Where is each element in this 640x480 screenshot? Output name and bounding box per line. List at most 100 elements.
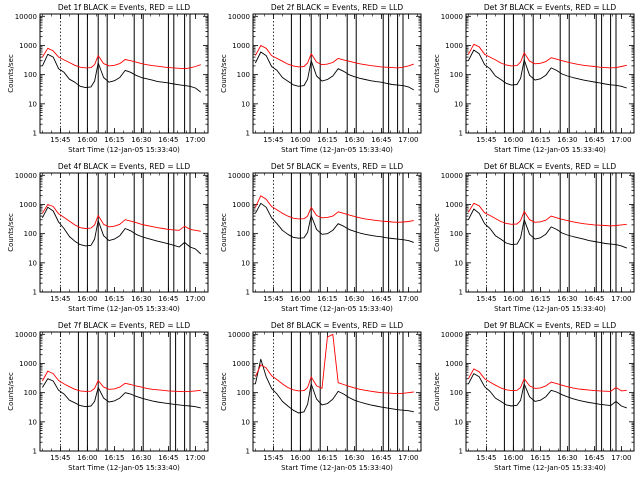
y-tick-label: 10000 bbox=[441, 331, 463, 339]
x-tick-label: 16:00 bbox=[77, 136, 97, 144]
y-axis-label: Counts/sec bbox=[220, 372, 228, 411]
x-tick-label: 16:00 bbox=[290, 136, 310, 144]
x-tick-label: 16:45 bbox=[584, 454, 604, 462]
lld-series-line bbox=[42, 204, 201, 232]
y-tick-label: 1 bbox=[33, 448, 37, 456]
chart-panel-3: Det 3f BLACK = Events, RED = LLD Counts/s… bbox=[433, 3, 635, 154]
x-tick-label: 15:45 bbox=[263, 295, 283, 303]
y-axis-label: Counts/sec bbox=[7, 372, 15, 411]
y-axis-label: Counts/sec bbox=[7, 54, 15, 93]
y-tick-label: 1000 bbox=[445, 42, 463, 50]
y-tick-label: 10000 bbox=[441, 172, 463, 180]
y-tick-label: 10000 bbox=[228, 331, 250, 339]
x-tick-label: 15:45 bbox=[50, 454, 70, 462]
x-tick-label: 16:00 bbox=[503, 136, 523, 144]
chart-panel-8: Det 8f BLACK = Events, RED = LLD Counts/s… bbox=[220, 321, 422, 472]
events-series-line bbox=[254, 358, 414, 414]
lld-series-line bbox=[254, 333, 414, 395]
chart-title: Det 1f BLACK = Events, RED = LLD bbox=[58, 3, 191, 12]
lld-series-line bbox=[42, 370, 201, 393]
y-tick-label: 1 bbox=[459, 448, 463, 456]
x-tick-label: 15:45 bbox=[476, 136, 496, 144]
x-tick-label: 17:00 bbox=[185, 454, 205, 462]
x-tick-label: 15:45 bbox=[263, 454, 283, 462]
x-tick-label: 16:15 bbox=[317, 136, 337, 144]
y-tick-label: 100 bbox=[24, 71, 37, 79]
plot-frame bbox=[252, 172, 422, 293]
x-axis-label: Start Time (12-Jan-05 15:33:40) bbox=[68, 305, 180, 313]
x-axis-label: Start Time (12-Jan-05 15:33:40) bbox=[494, 464, 606, 472]
y-tick-label: 1000 bbox=[19, 360, 37, 368]
x-tick-label: 16:00 bbox=[77, 454, 97, 462]
chart-panel-7: Det 7f BLACK = Events, RED = LLD Counts/s… bbox=[7, 321, 209, 472]
y-axis-label: Counts/sec bbox=[433, 372, 441, 411]
plot-frame bbox=[252, 13, 422, 134]
chart-panel-4: Det 4f BLACK = Events, RED = LLD Counts/s… bbox=[7, 162, 209, 313]
y-axis-label: Counts/sec bbox=[433, 54, 441, 93]
plot-frame bbox=[39, 172, 209, 293]
x-tick-label: 16:30 bbox=[557, 136, 577, 144]
x-tick-label: 16:15 bbox=[317, 454, 337, 462]
y-axis-label: Counts/sec bbox=[433, 213, 441, 252]
x-tick-label: 16:00 bbox=[503, 295, 523, 303]
x-tick-label: 17:00 bbox=[398, 295, 418, 303]
y-tick-label: 10 bbox=[28, 418, 37, 426]
x-tick-label: 16:30 bbox=[131, 454, 151, 462]
plot-frame bbox=[465, 331, 635, 452]
x-tick-label: 17:00 bbox=[398, 454, 418, 462]
x-tick-label: 16:45 bbox=[371, 136, 391, 144]
y-tick-label: 100 bbox=[450, 230, 463, 238]
x-tick-label: 16:15 bbox=[530, 295, 550, 303]
plot-frame bbox=[465, 172, 635, 293]
plot-frame bbox=[39, 331, 209, 452]
x-tick-label: 16:45 bbox=[158, 454, 178, 462]
x-tick-label: 16:15 bbox=[530, 454, 550, 462]
x-tick-label: 15:45 bbox=[50, 136, 70, 144]
x-tick-label: 16:45 bbox=[584, 295, 604, 303]
x-tick-label: 16:30 bbox=[344, 295, 364, 303]
y-tick-label: 1000 bbox=[445, 201, 463, 209]
x-tick-label: 16:00 bbox=[290, 454, 310, 462]
y-tick-label: 1000 bbox=[232, 360, 250, 368]
x-tick-label: 16:45 bbox=[371, 454, 391, 462]
x-tick-label: 17:00 bbox=[611, 454, 631, 462]
chart-title: Det 6f BLACK = Events, RED = LLD bbox=[484, 162, 617, 171]
events-series-line bbox=[41, 206, 202, 255]
chart-title: Det 8f BLACK = Events, RED = LLD bbox=[271, 321, 404, 330]
x-tick-label: 16:45 bbox=[371, 295, 391, 303]
x-axis-label: Start Time (12-Jan-05 15:33:40) bbox=[281, 146, 393, 154]
x-axis-label: Start Time (12-Jan-05 15:33:40) bbox=[68, 146, 180, 154]
y-tick-label: 1 bbox=[33, 289, 37, 297]
y-tick-label: 10 bbox=[28, 100, 37, 108]
x-tick-label: 16:45 bbox=[584, 136, 604, 144]
x-tick-label: 17:00 bbox=[611, 136, 631, 144]
y-tick-label: 1 bbox=[246, 448, 250, 456]
chart-title: Det 3f BLACK = Events, RED = LLD bbox=[484, 3, 617, 12]
y-tick-label: 10000 bbox=[15, 331, 37, 339]
x-tick-label: 16:30 bbox=[557, 295, 577, 303]
y-tick-label: 100 bbox=[237, 71, 250, 79]
x-tick-label: 16:30 bbox=[344, 136, 364, 144]
x-axis-label: Start Time (12-Jan-05 15:33:40) bbox=[494, 146, 606, 154]
x-tick-label: 17:00 bbox=[398, 136, 418, 144]
y-tick-label: 1000 bbox=[19, 42, 37, 50]
x-tick-label: 17:00 bbox=[611, 295, 631, 303]
y-tick-label: 10000 bbox=[441, 13, 463, 21]
y-tick-label: 10000 bbox=[15, 13, 37, 21]
y-tick-label: 100 bbox=[237, 389, 250, 397]
y-tick-label: 100 bbox=[24, 230, 37, 238]
y-tick-label: 10 bbox=[454, 259, 463, 267]
events-series-line bbox=[41, 53, 202, 93]
lld-series-line bbox=[254, 195, 414, 223]
events-series-line bbox=[254, 51, 415, 91]
x-tick-label: 16:00 bbox=[77, 295, 97, 303]
y-tick-label: 10 bbox=[454, 418, 463, 426]
lld-series-line bbox=[468, 368, 627, 392]
x-tick-label: 15:45 bbox=[476, 454, 496, 462]
y-tick-label: 100 bbox=[450, 71, 463, 79]
plot-frame bbox=[39, 13, 209, 134]
y-tick-label: 1 bbox=[459, 130, 463, 138]
y-tick-label: 1 bbox=[246, 289, 250, 297]
y-axis-label: Counts/sec bbox=[220, 213, 228, 252]
